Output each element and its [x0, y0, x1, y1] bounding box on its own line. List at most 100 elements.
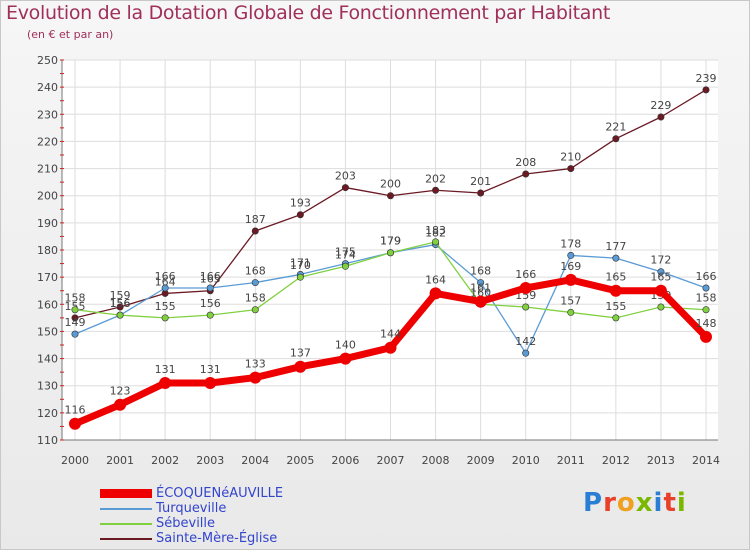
y-tick-label: 130	[37, 380, 58, 393]
legend-item: Sébeville	[100, 516, 283, 531]
data-point	[613, 255, 619, 261]
y-tick-label: 230	[37, 108, 58, 121]
legend-item: Turqueville	[100, 501, 283, 516]
data-label: 142	[515, 335, 536, 348]
legend-swatch	[100, 538, 152, 540]
data-point	[475, 296, 487, 308]
data-label: 156	[110, 297, 131, 310]
data-point	[610, 285, 622, 297]
data-point	[207, 312, 213, 318]
data-point	[342, 263, 348, 269]
x-tick-label: 2007	[377, 454, 405, 467]
x-tick-label: 2008	[422, 454, 450, 467]
logo-letter: o	[617, 488, 636, 518]
logo-letter: r	[603, 488, 617, 518]
x-tick-label: 2003	[196, 454, 224, 467]
x-tick-label: 2000	[61, 454, 89, 467]
data-label: 156	[200, 297, 221, 310]
data-label: 174	[335, 248, 356, 261]
data-point	[117, 312, 123, 318]
data-label: 169	[560, 260, 581, 273]
data-point	[252, 228, 258, 234]
x-tick-label: 2009	[467, 454, 495, 467]
data-label: 158	[245, 292, 266, 305]
chart-legend: ÉCOQUENéAUVILLE Turqueville Sébeville Saint…	[100, 486, 283, 546]
data-point	[297, 212, 303, 218]
x-tick-label: 2005	[286, 454, 314, 467]
y-tick-label: 150	[37, 325, 58, 338]
data-label: 133	[245, 358, 266, 371]
data-point	[703, 285, 709, 291]
data-label: 178	[560, 237, 581, 250]
y-tick-label: 240	[37, 81, 58, 94]
data-label: 201	[470, 175, 491, 188]
data-point	[249, 372, 261, 384]
y-tick-label: 170	[37, 271, 58, 284]
data-point	[703, 87, 709, 93]
data-point	[72, 307, 78, 313]
data-label: 168	[245, 265, 266, 278]
data-label: 148	[696, 317, 717, 330]
data-label: 161	[470, 282, 491, 295]
legend-item: Sainte-Mère-Église	[100, 531, 283, 546]
x-tick-label: 2004	[241, 454, 269, 467]
data-point	[613, 315, 619, 321]
line-chart: 1101201301401501601701801902002102202302…	[0, 0, 750, 550]
data-point	[703, 307, 709, 313]
legend-label: Sainte-Mère-Église	[156, 531, 277, 546]
y-tick-label: 110	[37, 434, 58, 447]
data-point	[114, 399, 126, 411]
data-point	[207, 285, 213, 291]
data-label: 208	[515, 156, 536, 169]
data-point	[387, 250, 393, 256]
logo-letter: i	[677, 488, 687, 518]
data-label: 164	[425, 273, 446, 286]
data-label: 200	[380, 178, 401, 191]
data-label: 177	[605, 240, 626, 253]
data-point	[387, 193, 393, 199]
data-point	[565, 274, 577, 286]
data-point	[432, 187, 438, 193]
data-point	[162, 285, 168, 291]
legend-label: Turqueville	[156, 501, 226, 516]
data-label: 158	[696, 292, 717, 305]
y-tick-label: 160	[37, 298, 58, 311]
legend-swatch	[100, 489, 152, 498]
data-point	[523, 350, 529, 356]
x-tick-label: 2001	[106, 454, 134, 467]
data-label: 137	[290, 347, 311, 360]
data-label: 166	[200, 270, 221, 283]
data-label: 170	[290, 259, 311, 272]
legend-label: Sébeville	[156, 516, 215, 531]
proxiti-logo: Proxiti	[583, 488, 687, 518]
x-tick-label: 2010	[512, 454, 540, 467]
data-point	[658, 304, 664, 310]
legend-swatch	[100, 523, 152, 525]
data-label: 203	[335, 170, 356, 183]
y-tick-label: 220	[37, 135, 58, 148]
data-point	[339, 353, 351, 365]
data-point	[568, 252, 574, 258]
data-point	[252, 279, 258, 285]
data-label: 229	[650, 99, 671, 112]
y-tick-label: 180	[37, 244, 58, 257]
data-point	[568, 165, 574, 171]
x-tick-label: 2014	[692, 454, 720, 467]
data-label: 157	[560, 294, 581, 307]
y-tick-label: 120	[37, 407, 58, 420]
data-point	[432, 239, 438, 245]
data-label: 165	[605, 271, 626, 284]
data-point	[297, 274, 303, 280]
logo-letter: x	[636, 488, 654, 518]
data-label: 123	[110, 385, 131, 398]
data-point	[613, 136, 619, 142]
data-label: 166	[515, 268, 536, 281]
data-label: 210	[560, 151, 581, 164]
logo-letter: P	[583, 488, 603, 518]
logo-letter: i	[654, 488, 664, 518]
data-point	[700, 331, 712, 343]
data-point	[430, 287, 442, 299]
data-point	[655, 285, 667, 297]
data-point	[159, 377, 171, 389]
y-tick-label: 210	[37, 163, 58, 176]
